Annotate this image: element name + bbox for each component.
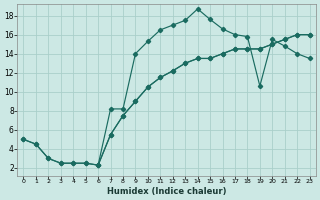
X-axis label: Humidex (Indice chaleur): Humidex (Indice chaleur) xyxy=(107,187,226,196)
